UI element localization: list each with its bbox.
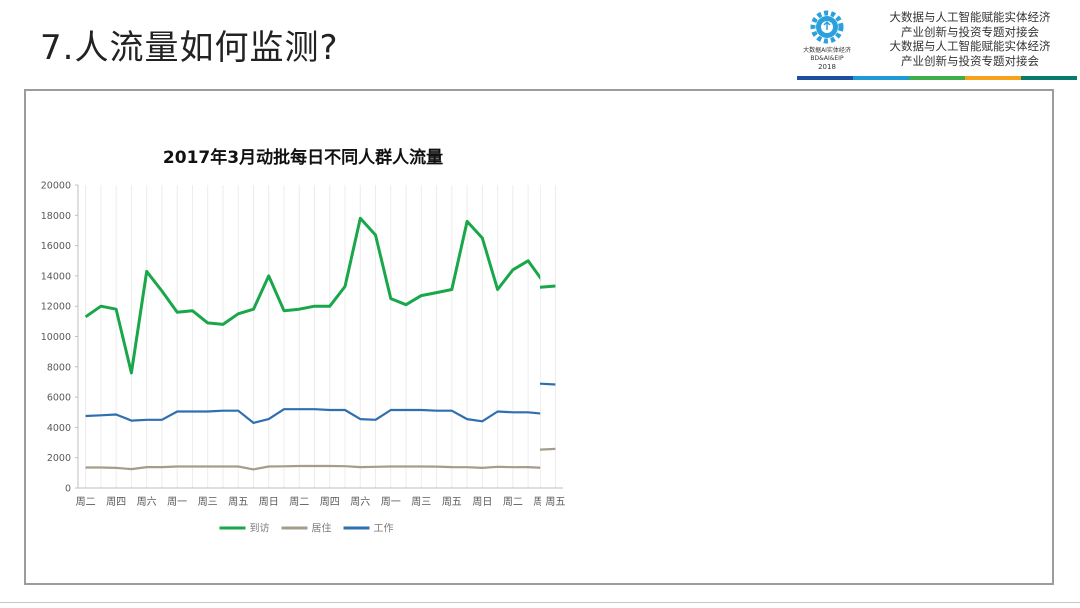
legend-item: 居住 [281, 522, 332, 535]
x-tick-label: 周六 [350, 496, 370, 508]
y-tick-label: 4000 [47, 423, 71, 434]
footer-divider [0, 602, 1080, 603]
y-tick-label: 18000 [41, 211, 71, 222]
x-tick-label: 周五 [442, 496, 462, 508]
series-line-到访 [540, 284, 556, 289]
series-line-工作 [540, 382, 556, 386]
conference-line-4: 产业创新与投资专题对接会 [901, 53, 1039, 68]
legend-label: 工作 [374, 523, 394, 535]
header-bar-segment-2 [909, 76, 965, 80]
series-line-到访 [84, 216, 541, 375]
x-tick-label: 周三 [198, 496, 218, 508]
y-tick-label: 0 [65, 484, 71, 495]
logo-line1: 大数据AI实体经济 [803, 47, 851, 54]
y-tick-label: 8000 [47, 362, 71, 373]
y-tick-label: 2000 [47, 453, 71, 464]
chart-2018: 2018年3月动批每日不同人群人流量0200040006000800010000… [540, 185, 565, 508]
y-tick-label: 6000 [47, 393, 71, 404]
y-tick-label: 20000 [41, 181, 71, 192]
header-bar-segment-4 [1021, 76, 1077, 80]
legend-item: 工作 [343, 523, 394, 535]
conference-title: 大数据与人工智能赋能实体经济 产业创新与投资专题对接会 大数据与人工智能赋能实体… [860, 10, 1080, 68]
chart-title: 2017年3月动批每日不同人群人流量 [163, 147, 443, 168]
header-bar-segment-0 [797, 76, 853, 80]
x-tick-label: 周日 [259, 496, 279, 508]
legend-item: 到访 [219, 523, 270, 535]
x-tick-label: 周五 [545, 496, 565, 508]
legend-label: 到访 [250, 523, 270, 535]
header-bar-segment-1 [853, 76, 909, 80]
y-tick-label: 14000 [41, 271, 71, 282]
slide-title: 7.人流量如何监测? [40, 28, 339, 68]
x-tick-label: 周一 [381, 496, 401, 508]
logo-line2: BD&AI&EIP [810, 55, 844, 62]
conference-logo [797, 6, 857, 76]
x-tick-label: 周一 [167, 496, 187, 508]
y-tick-label: 16000 [41, 241, 71, 252]
logo-year: 2018 [818, 63, 836, 71]
x-tick-label: 周四 [106, 496, 126, 508]
header-color-bar [797, 76, 1077, 80]
x-tick-label: 周日 [472, 496, 492, 508]
y-tick-label: 10000 [41, 332, 71, 343]
header-bar-segment-3 [965, 76, 1021, 80]
x-tick-label: 周四 [320, 496, 340, 508]
gear-logo-icon [810, 10, 844, 44]
x-tick-label: 周三 [411, 496, 431, 508]
x-tick-label: 周二 [289, 496, 309, 508]
x-tick-label: 周二 [503, 496, 523, 508]
series-line-居住 [85, 464, 541, 471]
series-line-工作 [85, 408, 541, 424]
legend-label: 居住 [312, 522, 332, 535]
series-line-居住 [540, 447, 556, 451]
conference-line-2: 产业创新与投资专题对接会 [901, 24, 1039, 39]
x-tick-label: 周五 [228, 496, 248, 508]
x-tick-label: 周六 [137, 496, 157, 508]
conference-line-1: 大数据与人工智能赋能实体经济 [889, 10, 1051, 24]
conference-line-3: 大数据与人工智能赋能实体经济 [889, 39, 1051, 53]
x-tick-label: 周二 [76, 496, 96, 508]
chart-panel: 2017年3月动批每日不同人群人流量 0 2000 4000 6000 8000 10000… [24, 89, 1054, 585]
chart-2017: 2017年3月动批每日不同人群人流量 0 2000 4000 6000 8000 10000… [41, 147, 541, 535]
logo-caption: 大数据AI实体经济 BD&AI&EIP 2018 [796, 47, 858, 71]
x-tick-label: 周四 [533, 496, 541, 508]
y-tick-label: 12000 [41, 302, 71, 313]
